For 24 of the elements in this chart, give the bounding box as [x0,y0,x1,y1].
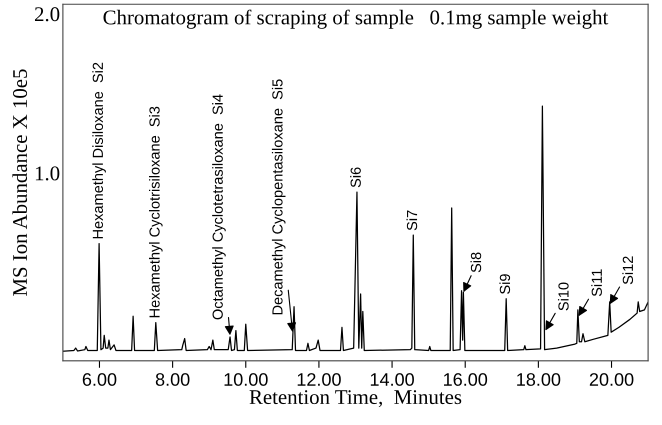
annotation: Decamethyl Cyclopentasiloxane Si5 [272,79,286,314]
chart-title: Chromatogram of scraping of sample 0.1mg sample weight [104,10,608,29]
x-tick-label: 12.00 [298,373,341,386]
annotation: Si10 [558,282,569,310]
x-tick-label: 20.00 [590,373,634,386]
annotation: Si11 [591,269,602,296]
x-tick-label: 10.00 [224,373,268,386]
y-axis-title: MS Ion Abundance X 10e5 [12,69,28,296]
y-tick-label: 1.0 [36,166,60,181]
x-tick-label: 16.00 [444,373,488,386]
annotation: Si12 [622,256,634,284]
x-tick-label: 8.00 [156,373,190,386]
y-tick-label: 2.0 [34,7,60,22]
x-tick-label: 18.00 [517,373,560,386]
annotation: Hexamethyl Disiloxane Si2 [92,62,106,238]
annotation: Si9 [499,274,510,294]
annotation: Hexamethyl Cyclotrisiloxane Si3 [148,106,163,318]
annotation: Si6 [350,167,361,188]
annotation: Si8 [470,252,482,272]
x-tick-label: 6.00 [82,373,116,386]
x-axis-title: Retention Time, Minutes [250,390,462,408]
annotation: Octamethyl Cyclotetrasiloxane Si4 [212,94,226,320]
annotation: Si7 [406,210,418,230]
x-tick-label: 14.00 [370,373,414,386]
